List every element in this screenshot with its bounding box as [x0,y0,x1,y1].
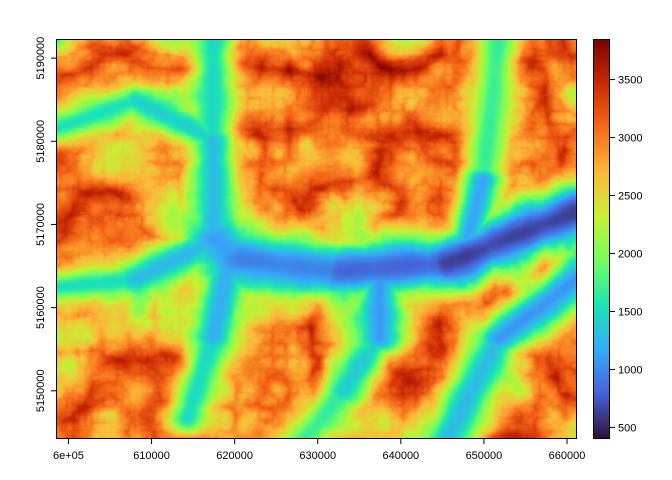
elevation-legend-bar [593,39,610,439]
x-tick-label: 660000 [549,450,586,462]
legend-tick-label: 3000 [618,133,642,145]
y-tick-label: 5170000 [35,203,47,246]
x-tick-label: 6e+05 [53,450,84,462]
legend-tick-label: 1000 [618,364,642,376]
y-tick-label: 5180000 [35,120,47,163]
legend-tick-label: 2000 [618,248,642,260]
x-tick-label: 640000 [382,450,419,462]
legend-tick-label: 2500 [618,191,642,203]
elevation-raster [57,40,576,438]
y-tick-label: 5160000 [35,286,47,329]
x-tick-label: 630000 [299,450,336,462]
map-panel [56,39,577,439]
legend-tick-label: 1500 [618,306,642,318]
x-tick-label: 610000 [133,450,170,462]
y-tick-label: 5190000 [35,37,47,80]
legend-tick-label: 3500 [618,75,642,87]
legend-tick-label: 500 [618,422,636,434]
x-tick-label: 620000 [216,450,253,462]
x-tick-label: 650000 [466,450,503,462]
y-tick-label: 5150000 [35,369,47,412]
